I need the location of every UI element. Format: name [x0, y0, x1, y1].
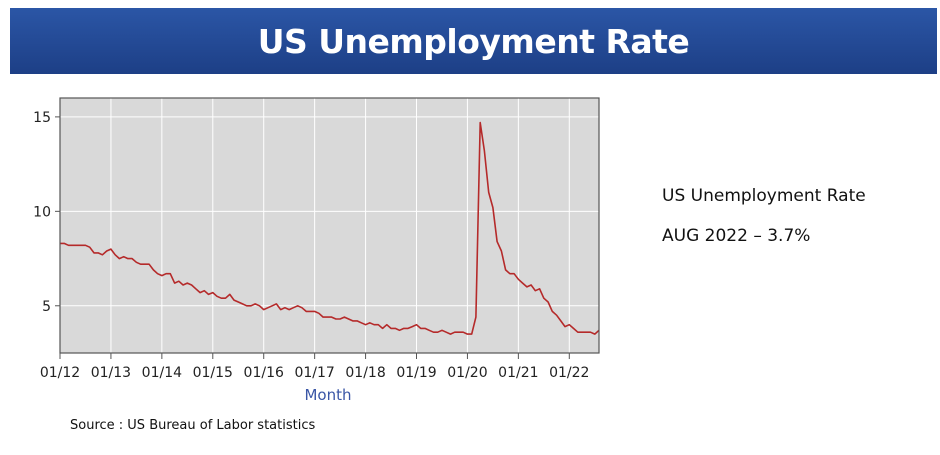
- x-tick-label: 01/19: [396, 365, 436, 381]
- x-tick-label: 01/12: [40, 365, 80, 381]
- y-tick-label: 10: [33, 204, 51, 220]
- grid-lines: [59, 98, 599, 353]
- x-axis-title: Month: [304, 386, 351, 404]
- x-tick-label: 01/17: [294, 365, 334, 381]
- side-panel-heading: US Unemployment Rate: [662, 186, 866, 206]
- y-tick-label: 5: [42, 299, 51, 315]
- series-line-unemployment-rate: [60, 121, 600, 335]
- x-tick-label: 01/22: [549, 365, 589, 381]
- x-tick-label: 01/21: [498, 365, 538, 381]
- x-tick-label: 01/15: [193, 365, 233, 381]
- latest-rate-label: AUG 2022 – 3.7%: [662, 226, 811, 246]
- y-tick-label: 15: [33, 110, 51, 126]
- unemployment-chart: 5 10 15 01/12 01/13 01/14 01/15 01/16 01/17 01/18…: [33, 97, 600, 404]
- plot-frame: [59, 97, 600, 354]
- x-tick-label: 01/20: [447, 365, 487, 381]
- axis-marks: 5 10 15 01/12 01/13 01/14 01/15 01/16 01/17 01/18…: [33, 110, 589, 381]
- title-banner: US Unemployment Rate: [10, 8, 937, 74]
- plot-area: [60, 98, 599, 353]
- page-title: US Unemployment Rate: [257, 21, 690, 61]
- source-note: Source : US Bureau of Labor statistics: [70, 418, 316, 433]
- x-tick-label: 01/14: [142, 365, 182, 381]
- x-tick-label: 01/13: [91, 365, 131, 381]
- x-tick-label: 01/16: [244, 365, 284, 381]
- side-panel: US Unemployment Rate AUG 2022 – 3.7%: [662, 186, 922, 266]
- x-tick-label: 01/18: [345, 365, 385, 381]
